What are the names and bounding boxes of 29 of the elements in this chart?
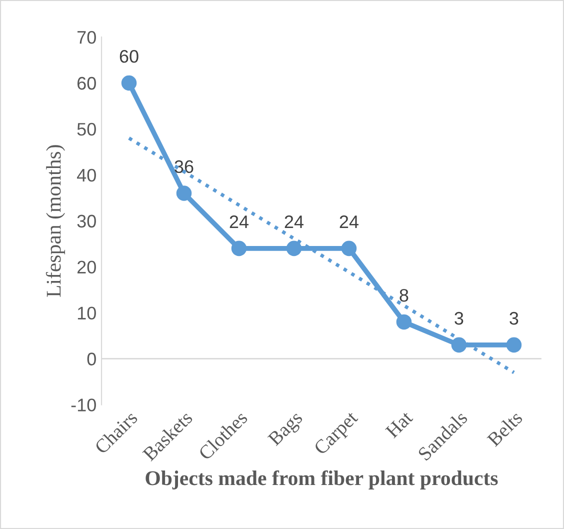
x-tick-label: Hat	[385, 410, 414, 439]
point	[396, 314, 412, 330]
data-label: 24	[284, 215, 304, 228]
y-tick-label: 0	[87, 352, 96, 366]
point	[231, 240, 247, 256]
y-tick-label: 30	[77, 214, 96, 228]
y-tick-label: 20	[77, 260, 96, 274]
data-label: 8	[400, 288, 408, 302]
x-axis-title: Objects made from fiber plant products	[146, 470, 498, 490]
data-label: 36	[174, 160, 194, 174]
point	[121, 75, 137, 91]
point	[506, 337, 522, 353]
y-axis-title: Lifespan (months)	[46, 145, 66, 297]
y-tick-label: 10	[78, 306, 96, 320]
point	[286, 240, 302, 256]
data-label: 3	[510, 312, 518, 325]
point	[451, 337, 467, 353]
y-tick-label: 50	[77, 122, 96, 136]
y-tick-label: 40	[76, 168, 96, 182]
point	[341, 240, 357, 256]
data-label: 3	[454, 312, 464, 325]
data-label: 60	[120, 50, 138, 63]
point	[176, 186, 192, 201]
x-tick-label: Bags	[267, 410, 306, 450]
y-tick-label: 70	[78, 30, 96, 44]
data-label: 24	[230, 215, 249, 228]
data-label: 24	[340, 215, 358, 228]
y-tick-label: 60	[77, 76, 96, 90]
y-tick-label: -10	[71, 398, 96, 412]
